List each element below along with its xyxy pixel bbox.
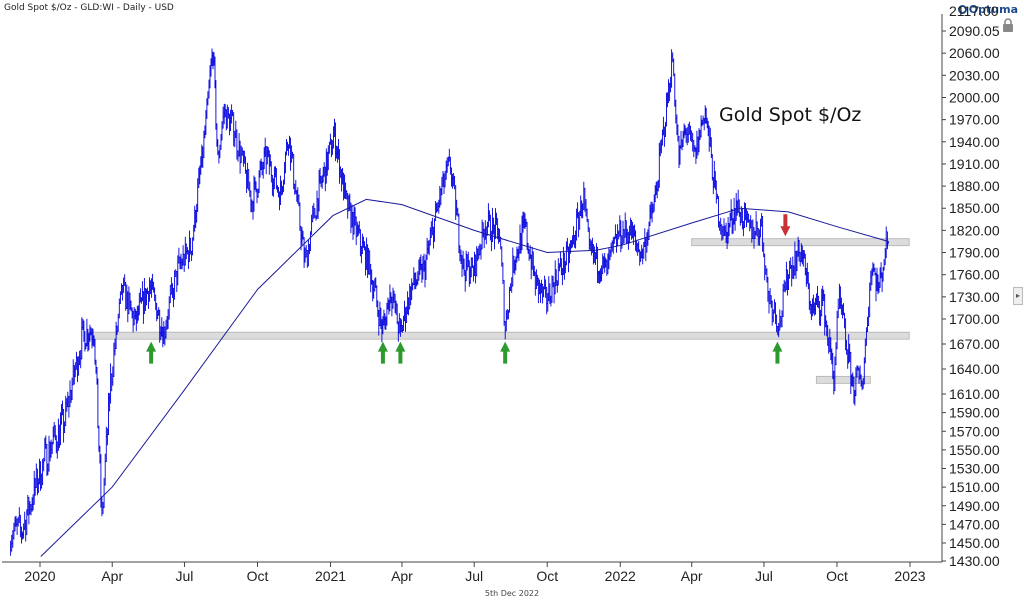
y-tick-label-24: 2060.00 xyxy=(949,45,1000,61)
x-tick-label-2: Jul xyxy=(176,568,194,584)
moving-average-line xyxy=(40,198,889,557)
lock-icon[interactable] xyxy=(1002,18,1014,32)
x-tick-label-9: Apr xyxy=(681,568,703,584)
x-tick-label-0: 2020 xyxy=(24,568,55,584)
x-tick-label-10: Jul xyxy=(755,568,773,584)
y-tick-label-8: 1590.00 xyxy=(949,405,1000,421)
y-tick-label-14: 1760.00 xyxy=(949,267,1000,283)
y-tick-label-7: 1570.00 xyxy=(949,423,1000,439)
y-tick-label-2: 1470.00 xyxy=(949,516,1000,532)
x-tick-label-7: Oct xyxy=(536,568,558,584)
x-tick-label-5: Apr xyxy=(391,568,413,584)
optuma-logo-icon xyxy=(957,5,967,14)
x-tick-label-12: 2023 xyxy=(894,568,925,584)
y-tick-label-19: 1910.00 xyxy=(949,156,1000,172)
y-tick-label-20: 1940.00 xyxy=(949,134,1000,150)
x-tick-label-6: Jul xyxy=(465,568,483,584)
price-series xyxy=(10,48,890,556)
y-tick-label-18: 1880.00 xyxy=(949,178,1000,194)
y-tick-label-0: 1430.00 xyxy=(949,553,1000,569)
panel-collapse-button[interactable]: ▸ xyxy=(1013,287,1023,305)
y-tick-label-1: 1450.00 xyxy=(949,535,1000,551)
y-tick-label-4: 1510.00 xyxy=(949,479,1000,495)
y-tick-label-9: 1610.00 xyxy=(949,386,1000,402)
up-arrow-marker-4 xyxy=(772,341,783,364)
x-tick-label-11: Oct xyxy=(826,568,848,584)
up-arrow-marker-2 xyxy=(395,341,406,364)
price-band-1 xyxy=(691,238,910,247)
x-tick-label-4: 2021 xyxy=(315,568,346,584)
chart-title: Gold Spot $/Oz xyxy=(719,104,862,126)
brand-logo: Optuma xyxy=(957,3,1018,16)
y-tick-label-13: 1730.00 xyxy=(949,289,1000,305)
y-tick-label-15: 1790.00 xyxy=(949,245,1000,261)
chart-header-title: Gold Spot $/Oz - GLD:WI - Daily - USD xyxy=(4,3,174,13)
y-tick-label-12: 1700.00 xyxy=(949,311,1000,327)
brand-name: Optuma xyxy=(968,3,1018,16)
y-tick-label-10: 1640.00 xyxy=(949,361,1000,377)
y-tick-label-21: 1970.00 xyxy=(949,112,1000,128)
y-tick-label-6: 1550.00 xyxy=(949,442,1000,458)
x-tick-label-1: Apr xyxy=(101,568,123,584)
y-tick-label-22: 2000.00 xyxy=(949,89,1000,105)
y-tick-label-23: 2030.00 xyxy=(949,67,1000,83)
y-tick-label-top-partial: 2117.00 xyxy=(949,3,999,19)
y-tick-label-16: 1820.00 xyxy=(949,222,1000,238)
y-tick-label-11: 1670.00 xyxy=(949,336,1000,352)
footer-date: 5th Dec 2022 xyxy=(484,589,540,598)
x-tick-label-8: 2022 xyxy=(605,568,636,584)
up-arrow-marker-0 xyxy=(146,341,157,364)
price-band-2 xyxy=(815,375,871,384)
x-tick-label-3: Oct xyxy=(247,568,269,584)
y-tick-label-17: 1850.00 xyxy=(949,200,1000,216)
y-tick-label-25: 2090.05 xyxy=(949,23,1000,39)
down-arrow-marker-0 xyxy=(780,214,791,237)
up-arrow-marker-3 xyxy=(500,341,511,364)
up-arrow-marker-1 xyxy=(377,341,388,364)
price-band-0 xyxy=(87,331,910,340)
y-tick-label-5: 1530.00 xyxy=(949,461,1000,477)
y-tick-label-3: 1490.00 xyxy=(949,498,1000,514)
